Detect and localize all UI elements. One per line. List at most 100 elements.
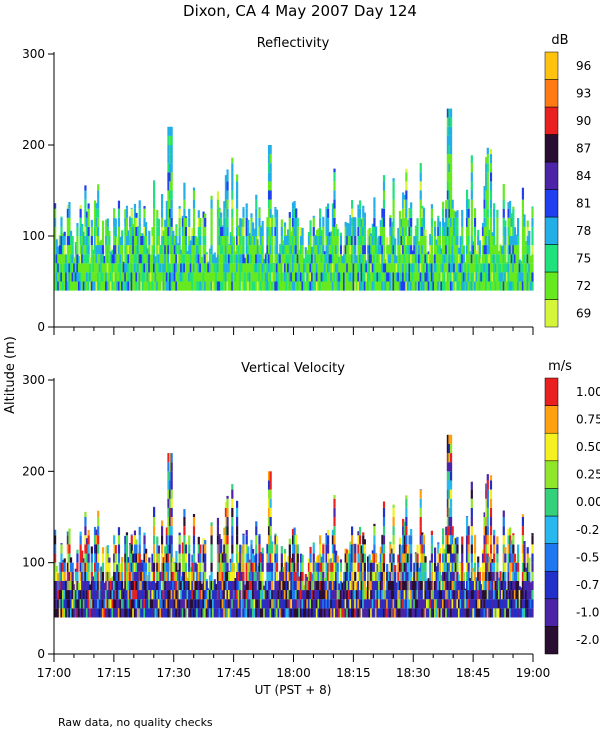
heatmap-cell [349, 599, 352, 609]
heatmap-cell [408, 599, 411, 609]
heatmap-cell [125, 535, 129, 545]
heatmap-cell [387, 608, 390, 618]
heatmap-cell [296, 580, 299, 591]
heatmap-cell [167, 126, 170, 136]
heatmap-cell [168, 181, 172, 191]
heatmap-cell [204, 599, 207, 609]
heatmap-cell [441, 201, 445, 209]
heatmap-cell [69, 245, 73, 255]
heatmap-cell [333, 580, 336, 591]
heatmap-cell [170, 480, 173, 490]
heatmap-cell [183, 217, 186, 227]
heatmap-cell [199, 254, 202, 264]
heatmap-cell [220, 263, 223, 273]
heatmap-cell [61, 590, 65, 600]
heatmap-cell [398, 537, 402, 545]
heatmap-cell [280, 553, 283, 563]
heatmap-cell [392, 190, 395, 200]
heatmap-cell [360, 226, 363, 236]
heatmap-cell [68, 272, 71, 282]
heatmap-cell [288, 571, 291, 581]
heatmap-cell [192, 608, 196, 618]
heatmap-cell [208, 590, 212, 600]
heatmap-cell [512, 206, 515, 209]
heatmap-cell [85, 272, 89, 282]
heatmap-cell [526, 571, 529, 581]
heatmap-cell [204, 553, 207, 563]
heatmap-cell [143, 217, 146, 227]
heatmap-cell [342, 599, 346, 609]
heatmap-cell [437, 571, 440, 581]
heatmap-cell [434, 272, 437, 282]
heatmap-cell [290, 231, 293, 236]
heatmap-cell [173, 608, 176, 618]
heatmap-cell [231, 254, 234, 264]
heatmap-cell [378, 562, 381, 572]
heatmap-cell [178, 272, 181, 282]
colorbar-tick-label: 90 [576, 114, 591, 128]
heatmap-cell [248, 562, 251, 572]
heatmap-cell [271, 254, 274, 264]
heatmap-cell [145, 222, 148, 227]
heatmap-cell [336, 590, 339, 600]
heatmap-cell [74, 241, 77, 246]
heatmap-cell [183, 208, 186, 218]
heatmap-cell [122, 599, 125, 609]
heatmap-cell [244, 263, 247, 273]
heatmap-cell [263, 608, 266, 618]
heatmap-cell [68, 599, 71, 609]
heatmap-cell [456, 210, 459, 218]
heatmap-cell [184, 590, 188, 600]
heatmap-cell [143, 272, 146, 282]
heatmap-cell [374, 281, 378, 291]
heatmap-cell [480, 608, 483, 618]
heatmap-cell [288, 263, 291, 273]
heatmap-cell [395, 263, 398, 273]
heatmap-cell [427, 590, 430, 600]
heatmap-cell [220, 571, 223, 581]
heatmap-cell [371, 550, 374, 554]
heatmap-cell [231, 226, 234, 236]
heatmap-cell [360, 553, 363, 563]
heatmap-cell [347, 580, 350, 591]
heatmap-cell [327, 590, 330, 600]
heatmap-cell [333, 172, 336, 182]
heatmap-cell [148, 571, 151, 581]
heatmap-cell [365, 263, 368, 273]
heatmap-cell [451, 245, 454, 255]
heatmap-cell [529, 599, 533, 609]
heatmap-cell [390, 548, 394, 554]
heatmap-cell [152, 506, 156, 508]
heatmap-cell [247, 236, 250, 246]
heatmap-cell [132, 263, 135, 273]
heatmap-cell [247, 219, 250, 227]
heatmap-cell [416, 218, 419, 227]
heatmap-cell [267, 254, 271, 264]
heatmap-cell [342, 272, 346, 282]
heatmap-cell [92, 254, 95, 264]
heatmap-cell [100, 580, 103, 591]
heatmap-cell [465, 217, 469, 227]
heatmap-cell [362, 281, 365, 291]
heatmap-cell [251, 590, 255, 600]
heatmap-cell [84, 199, 87, 209]
heatmap-cell [156, 236, 159, 246]
heatmap-cell [167, 480, 170, 490]
heatmap-cell [223, 562, 226, 572]
heatmap-cell [168, 245, 172, 255]
heatmap-cell [335, 580, 338, 591]
heatmap-cell [438, 553, 441, 563]
heatmap-cell [392, 226, 395, 236]
heatmap-cell [226, 498, 229, 508]
heatmap-cell [320, 571, 323, 581]
heatmap-cell [504, 281, 507, 291]
heatmap-cell [245, 203, 248, 209]
heatmap-cell [240, 571, 244, 581]
heatmap-cell [93, 226, 97, 236]
heatmap-cell [109, 578, 113, 581]
heatmap-cell [509, 599, 512, 609]
heatmap-cell [346, 599, 349, 609]
heatmap-cell [84, 245, 87, 255]
heatmap-cell [196, 564, 199, 572]
heatmap-cell [406, 590, 410, 600]
